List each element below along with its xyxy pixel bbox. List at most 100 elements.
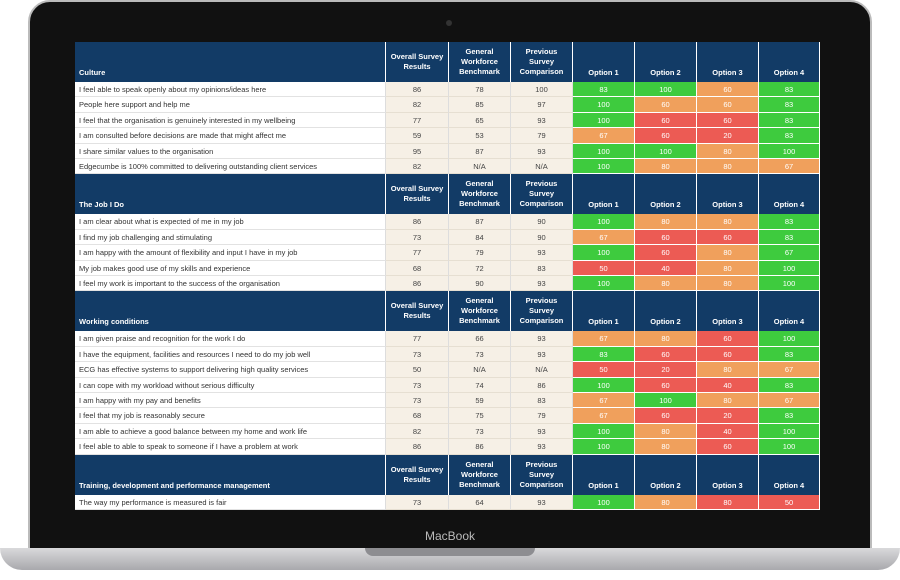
option-score: 83 [573, 82, 635, 98]
option-score: 60 [635, 97, 697, 113]
option-score: 83 [759, 112, 820, 129]
option-score: 40 [697, 377, 759, 393]
question: I feel able to able to speak to someone … [75, 439, 386, 455]
question: I am happy with my pay and benefits [75, 393, 386, 409]
option-score: 60 [635, 128, 697, 144]
option-score: 60 [635, 112, 697, 129]
option-score: 80 [697, 245, 759, 261]
option-score: 80 [697, 393, 759, 409]
option-score: 67 [573, 393, 635, 409]
score: N/A [511, 159, 573, 175]
option-score: 80 [635, 214, 697, 230]
question: I feel my work is important to the succe… [75, 276, 386, 292]
score: 93 [511, 112, 573, 129]
column-header: General Workforce Benchmark [449, 42, 511, 82]
question: I feel that my job is reasonably secure [75, 408, 386, 424]
option-score: 80 [635, 423, 697, 440]
option-score: 67 [573, 331, 635, 347]
question: I find my job challenging and stimulatin… [75, 229, 386, 246]
score: 93 [511, 276, 573, 292]
option-score: 80 [697, 260, 759, 276]
option-score: 60 [635, 229, 697, 246]
score: N/A [449, 362, 511, 378]
score: 87 [449, 143, 511, 159]
option-score: 67 [573, 128, 635, 144]
question: The way my performance is measured is fa… [75, 494, 386, 510]
option-score: 80 [697, 494, 759, 510]
column-header: Option 3 [697, 454, 759, 495]
score: 82 [386, 423, 449, 440]
score: 93 [511, 346, 573, 363]
column-header: Option 4 [759, 291, 820, 332]
question: People here support and help me [75, 97, 386, 113]
score: 59 [386, 128, 449, 144]
option-score: 83 [759, 128, 820, 144]
option-score: 60 [635, 245, 697, 261]
question: I am consulted before decisions are made… [75, 128, 386, 144]
score: 75 [449, 408, 511, 424]
option-score: 100 [573, 245, 635, 261]
score: 86 [511, 377, 573, 393]
score: 79 [449, 245, 511, 261]
column-header: Option 4 [759, 174, 820, 215]
score: 93 [511, 423, 573, 440]
score: 50 [386, 362, 449, 378]
section-title: Training, development and performance ma… [75, 454, 386, 495]
column-header: Option 1 [573, 42, 635, 82]
score: 79 [511, 408, 573, 424]
option-score: 60 [697, 97, 759, 113]
score: 85 [449, 97, 511, 113]
option-score: 100 [573, 377, 635, 393]
score: 93 [511, 331, 573, 347]
section-title: The Job I Do [75, 174, 386, 215]
option-score: 80 [697, 276, 759, 292]
column-header: Option 2 [635, 174, 697, 215]
score: 73 [386, 393, 449, 409]
question: I am happy with the amount of flexibilit… [75, 245, 386, 261]
column-header: Overall Survey Results [386, 291, 449, 332]
score: 86 [386, 82, 449, 98]
score: 73 [386, 346, 449, 363]
option-score: 80 [697, 159, 759, 175]
score: 83 [511, 393, 573, 409]
score: 95 [386, 143, 449, 159]
option-score: 83 [573, 346, 635, 363]
option-score: 100 [573, 276, 635, 292]
option-score: 67 [759, 362, 820, 378]
option-score: 100 [759, 260, 820, 276]
option-score: 100 [573, 439, 635, 455]
option-score: 83 [759, 97, 820, 113]
score: N/A [449, 159, 511, 175]
option-score: 67 [759, 393, 820, 409]
column-header: Overall Survey Results [386, 174, 449, 215]
section-title: Working conditions [75, 291, 386, 332]
score: 86 [386, 214, 449, 230]
device-label: MacBook [424, 529, 476, 543]
option-score: 83 [759, 82, 820, 98]
question: I am able to achieve a good balance betw… [75, 423, 386, 440]
column-header: General Workforce Benchmark [449, 291, 511, 332]
column-header: Previous Survey Comparison [511, 291, 573, 332]
option-score: 100 [573, 423, 635, 440]
option-score: 80 [635, 331, 697, 347]
column-header: Option 3 [697, 291, 759, 332]
laptop-notch [365, 548, 535, 556]
score: 77 [386, 112, 449, 129]
option-score: 100 [759, 143, 820, 159]
option-score: 100 [573, 143, 635, 159]
camera [446, 20, 452, 26]
question: My job makes good use of my skills and e… [75, 260, 386, 276]
option-score: 80 [635, 276, 697, 292]
option-score: 60 [635, 346, 697, 363]
option-score: 100 [635, 143, 697, 159]
option-score: 83 [759, 377, 820, 393]
question: I have the equipment, facilities and res… [75, 346, 386, 363]
score: 79 [511, 128, 573, 144]
option-score: 83 [759, 346, 820, 363]
column-header: General Workforce Benchmark [449, 454, 511, 495]
section-title: Culture [75, 42, 386, 82]
laptop-base [0, 548, 900, 570]
option-score: 20 [697, 128, 759, 144]
column-header: Overall Survey Results [386, 454, 449, 495]
